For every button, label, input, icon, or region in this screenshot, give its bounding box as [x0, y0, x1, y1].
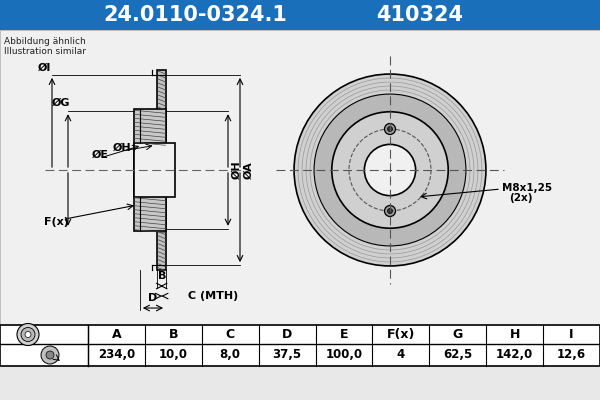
Text: B: B [169, 328, 178, 341]
Text: 37,5: 37,5 [272, 348, 302, 362]
Text: 12,6: 12,6 [557, 348, 586, 362]
Text: D: D [282, 328, 292, 341]
Text: ØH: ØH [232, 161, 242, 179]
Circle shape [388, 208, 392, 214]
Text: Abbildung ähnlich: Abbildung ähnlich [4, 37, 86, 46]
Circle shape [46, 351, 54, 359]
Text: D: D [148, 293, 158, 303]
Bar [134, 109, 166, 231]
Text: C (MTH): C (MTH) [188, 291, 238, 301]
Circle shape [21, 328, 35, 342]
Text: 10,0: 10,0 [159, 348, 188, 362]
Text: I: I [569, 328, 574, 341]
Circle shape [25, 332, 31, 338]
Bar [134, 143, 175, 197]
Bar [0, 0, 600, 30]
Circle shape [385, 206, 395, 216]
Text: 234,0: 234,0 [98, 348, 135, 362]
Text: 8,0: 8,0 [220, 348, 241, 362]
Text: (2x): (2x) [509, 193, 533, 203]
Circle shape [332, 112, 448, 228]
Text: 4: 4 [397, 348, 405, 362]
Text: E: E [340, 328, 348, 341]
Circle shape [17, 324, 39, 346]
Text: Illustration similar: Illustration similar [4, 47, 86, 56]
Circle shape [364, 144, 416, 196]
Text: M8x1,25: M8x1,25 [502, 183, 552, 193]
Text: 410324: 410324 [377, 5, 464, 25]
Text: ØE: ØE [91, 150, 109, 160]
Text: H: H [509, 328, 520, 341]
Text: 24.0110-0324.1: 24.0110-0324.1 [103, 5, 287, 25]
Bar [0, 325, 600, 366]
Text: 100,0: 100,0 [325, 348, 362, 362]
Text: F(x): F(x) [44, 217, 68, 227]
Text: B: B [158, 271, 166, 281]
Text: 62,5: 62,5 [443, 348, 472, 362]
Text: ØI: ØI [37, 63, 50, 73]
Bar [157, 70, 166, 270]
Text: A: A [112, 328, 121, 341]
Circle shape [41, 346, 59, 364]
Text: C: C [226, 328, 235, 341]
Text: 142,0: 142,0 [496, 348, 533, 362]
Text: ØG: ØG [52, 97, 70, 107]
Circle shape [388, 126, 392, 132]
Text: F(x): F(x) [387, 328, 415, 341]
Circle shape [294, 74, 486, 266]
Bar [0, 30, 600, 325]
Text: ØH: ØH [113, 143, 131, 153]
Circle shape [385, 124, 395, 134]
Text: G: G [452, 328, 463, 341]
Text: ØA: ØA [244, 161, 254, 179]
Circle shape [314, 94, 466, 246]
